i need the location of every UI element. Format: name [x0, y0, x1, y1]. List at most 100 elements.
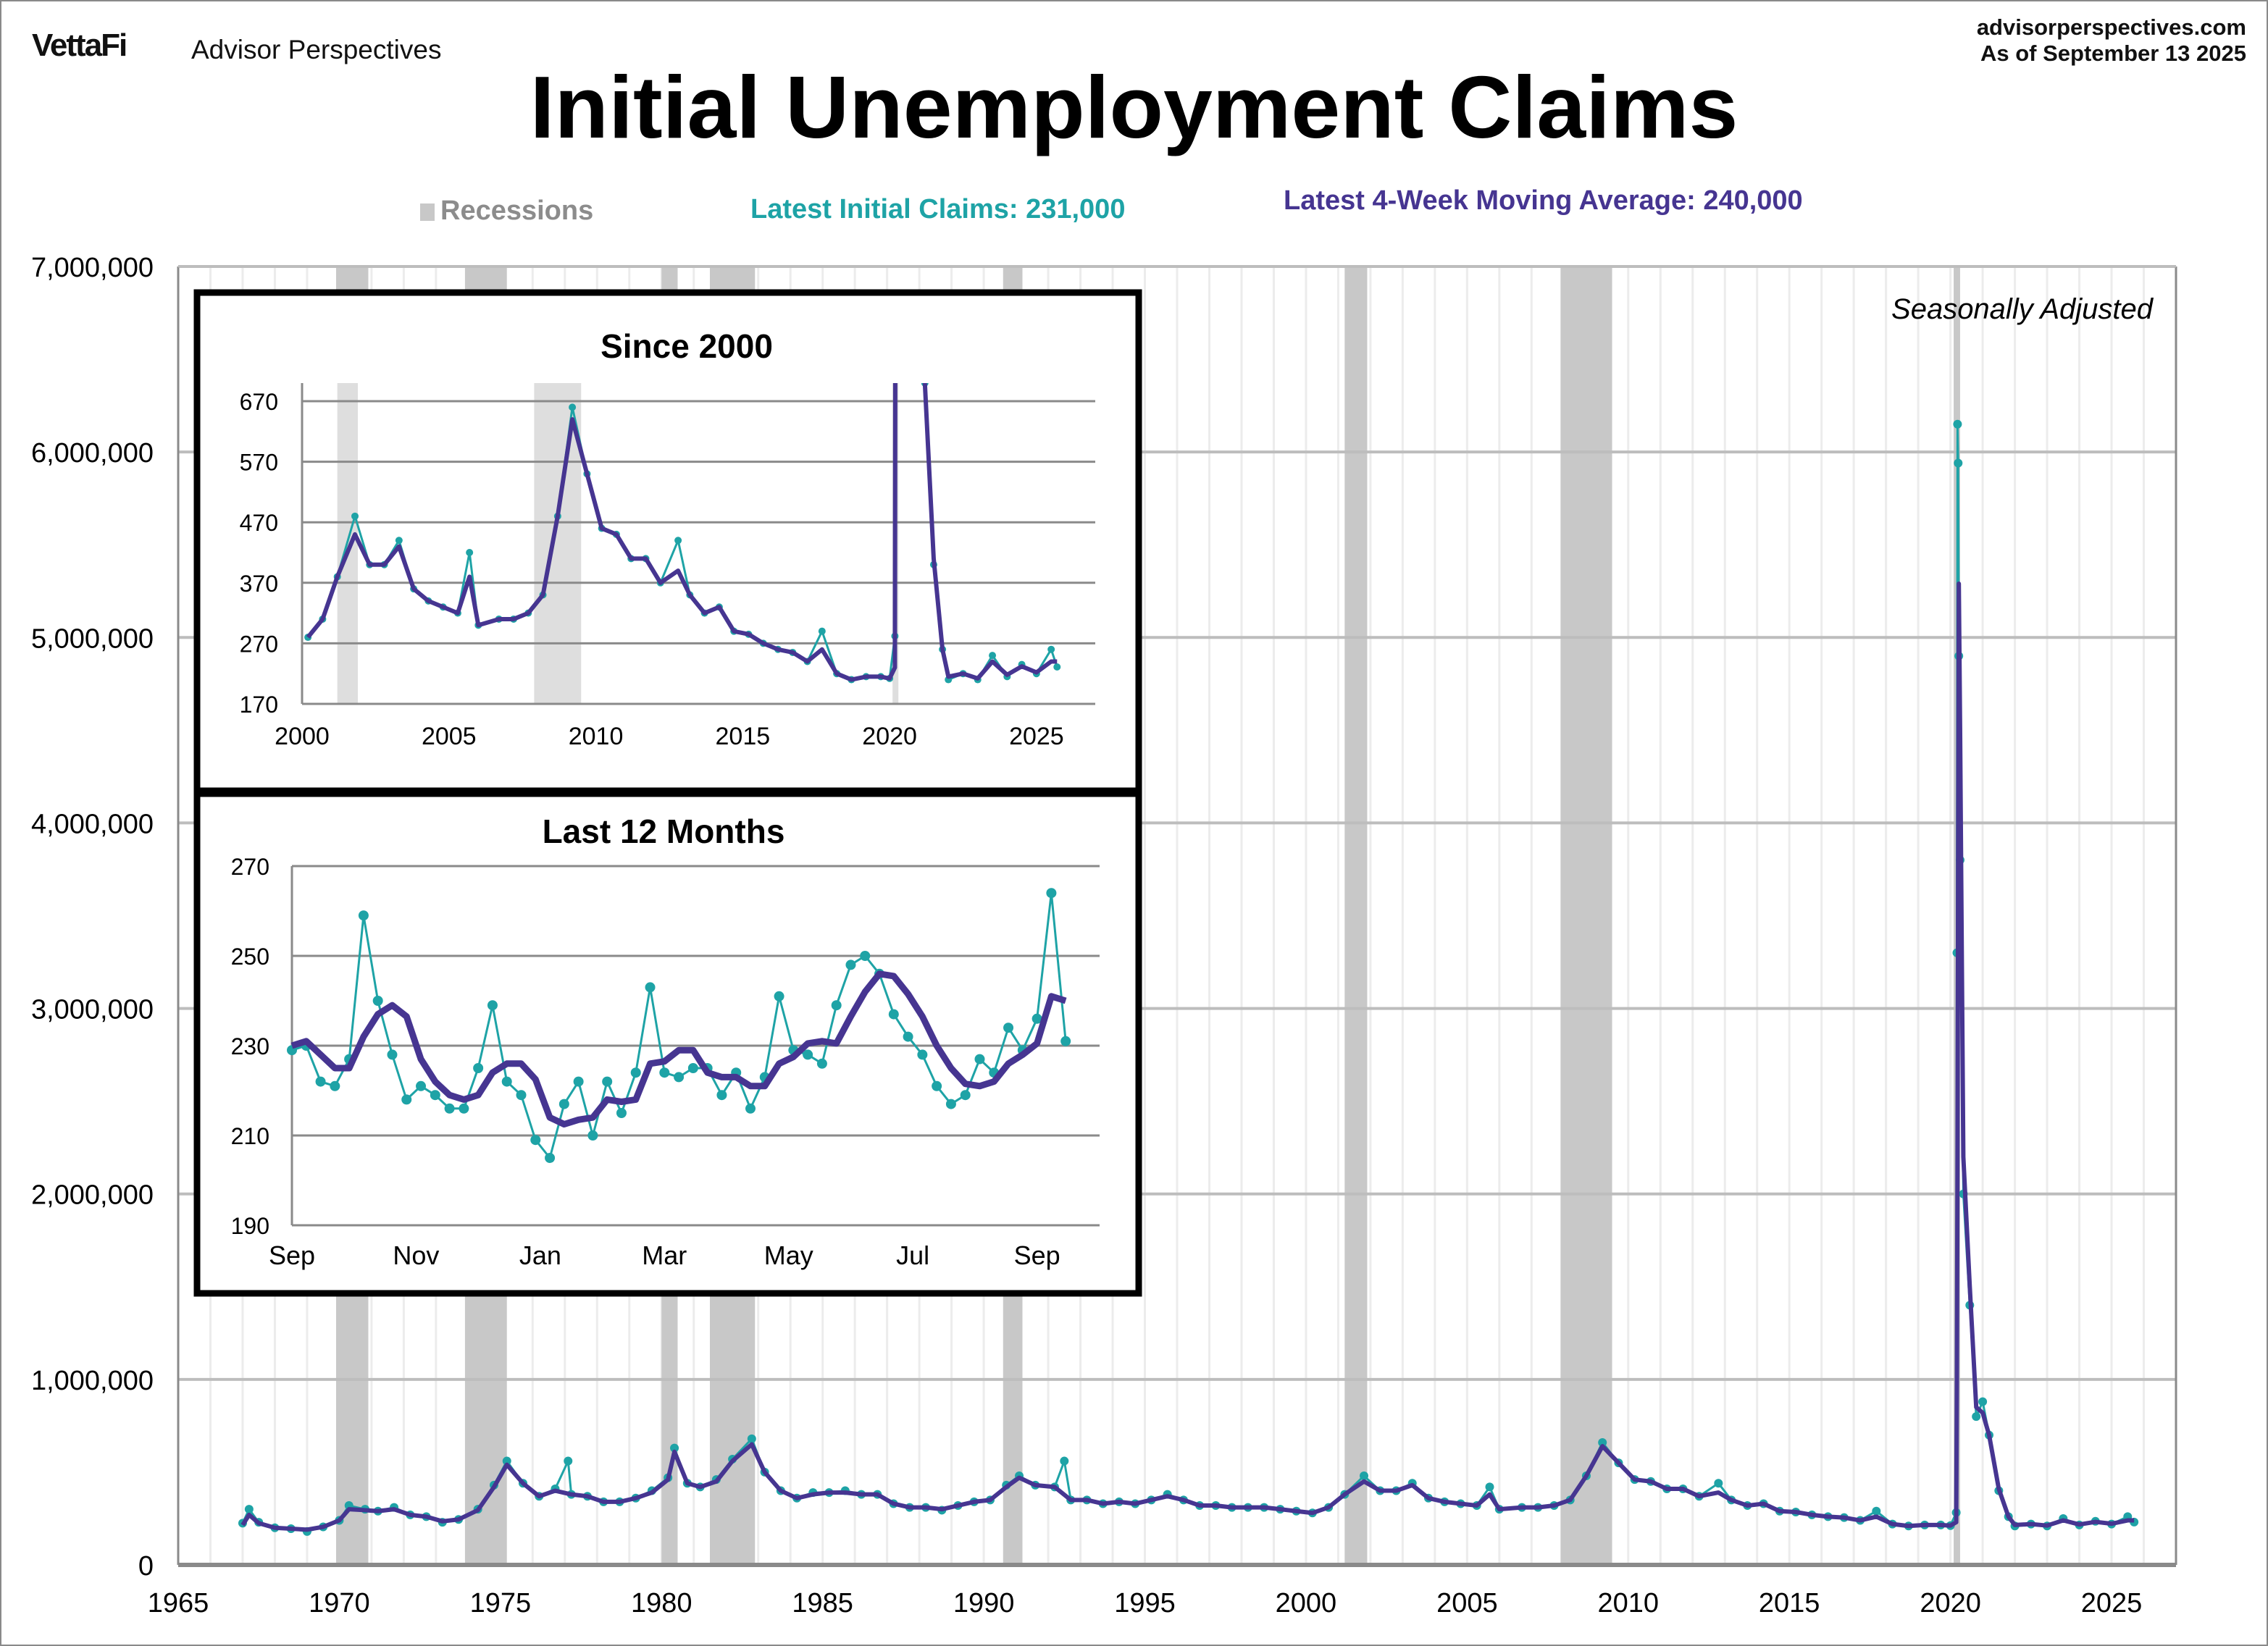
- y-tick-label: 210: [231, 1123, 269, 1149]
- x-tick-label: Sep: [1014, 1240, 1060, 1270]
- x-tick-label: 1965: [148, 1588, 209, 1618]
- x-tick-label: 1995: [1114, 1588, 1176, 1618]
- inset-last-12-months-box: [193, 790, 1142, 1297]
- x-tick-label: Mar: [642, 1240, 687, 1270]
- since-2000-plot: Since 2000 170 270 370 470 570 670 2000 2005 2010…: [240, 327, 1095, 750]
- claims-point: [616, 1108, 627, 1118]
- claims-point: [351, 512, 359, 520]
- claims-point: [416, 1080, 427, 1091]
- claims-point: [1046, 888, 1057, 899]
- x-tick-label: 1985: [792, 1588, 853, 1618]
- x-tick-label: 2000: [275, 723, 330, 750]
- recession-band: [534, 383, 582, 704]
- claims-point: [831, 1000, 842, 1011]
- as-of-date: As of September 13 2025: [1980, 41, 2246, 66]
- claims-point: [1060, 1036, 1071, 1046]
- claims-point: [932, 1080, 942, 1091]
- y-tick-label: 7,000,000: [31, 253, 154, 283]
- claims-point: [745, 1103, 756, 1114]
- claims-point: [401, 1094, 412, 1105]
- y-tick-label: 270: [240, 631, 278, 657]
- claims-point: [473, 1063, 484, 1073]
- claims-point: [358, 910, 369, 921]
- x-tick-label: 1975: [470, 1588, 532, 1618]
- claims-point: [569, 403, 577, 411]
- claims-point: [1714, 1479, 1723, 1488]
- claims-point: [315, 1076, 326, 1087]
- claims-point: [395, 537, 403, 545]
- vettafi-logo: VettaFi: [32, 28, 127, 63]
- y-tick-label: 270: [231, 854, 269, 880]
- x-tick-label: 2015: [1759, 1588, 1820, 1618]
- claims-point: [501, 1076, 512, 1087]
- claims-point: [516, 1090, 527, 1101]
- chart-title: Initial Unemployment Claims: [530, 58, 1738, 156]
- claims-point: [989, 652, 997, 660]
- claims-point: [1954, 458, 1963, 468]
- x-tick-label: 2025: [2081, 1588, 2143, 1618]
- claims-point: [816, 1058, 827, 1069]
- y-tick-label: 470: [240, 510, 278, 536]
- y-tick-label: 4,000,000: [31, 809, 154, 839]
- x-tick-label: 2015: [716, 723, 771, 750]
- claims-point: [1360, 1471, 1369, 1481]
- moving-average-line: [306, 383, 1058, 682]
- moving-average-line: [240, 581, 2135, 1532]
- claims-point: [1060, 1456, 1069, 1466]
- x-tick-label: 2025: [1009, 723, 1064, 750]
- claims-point: [1872, 1506, 1881, 1516]
- claims-point: [372, 996, 383, 1006]
- y-tick-label: 3,000,000: [31, 995, 154, 1025]
- claims-point: [903, 1031, 913, 1042]
- since-2000-series: [304, 383, 1061, 684]
- legend-recessions: Recessions: [420, 196, 593, 227]
- claims-point: [1972, 1412, 1981, 1422]
- claims-point: [803, 1049, 813, 1060]
- claims-point: [459, 1103, 469, 1114]
- legend-latest-claims: Latest Initial Claims: 231,000: [750, 194, 1126, 224]
- x-tick-label: Jan: [519, 1240, 561, 1270]
- recession-band: [1344, 266, 1368, 1565]
- claims-point: [1053, 663, 1061, 671]
- claims-point: [659, 1067, 670, 1078]
- claims-point: [645, 982, 656, 993]
- y-tick-label: 250: [231, 944, 269, 970]
- claims-point: [530, 1135, 541, 1146]
- last-12-months-title: Last 12 Months: [543, 812, 785, 850]
- moving-average-line: [290, 970, 1067, 1128]
- claims-point: [244, 1505, 254, 1514]
- claims-point: [1978, 1397, 1988, 1406]
- claims-point: [818, 627, 826, 635]
- y-tick-label: 230: [231, 1033, 269, 1059]
- claims-point: [974, 1054, 985, 1065]
- claims-point: [330, 1080, 340, 1091]
- claims-point: [545, 1153, 556, 1163]
- claims-point: [1047, 645, 1055, 653]
- legend-latest-ma: Latest 4-Week Moving Average: 240,000: [1284, 185, 1803, 216]
- site-url: advisorperspectives.com: [1976, 14, 2246, 40]
- claims-point: [564, 1456, 573, 1466]
- y-tick-label: 5,000,000: [31, 623, 154, 654]
- since-2000-title: Since 2000: [601, 327, 773, 365]
- x-tick-label: 2020: [862, 723, 917, 750]
- claims-point: [430, 1090, 440, 1101]
- x-tick-label: 2005: [422, 723, 477, 750]
- claims-point: [716, 1090, 727, 1101]
- y-tick-label: 170: [240, 692, 278, 718]
- x-tick-label: 2010: [569, 723, 624, 750]
- claims-point: [573, 1076, 584, 1087]
- seasonally-adjusted-note: Seasonally Adjusted: [1891, 293, 2154, 325]
- claims-point: [487, 1000, 498, 1011]
- claims-point: [747, 1434, 756, 1443]
- y-tick-label: 6,000,000: [31, 438, 154, 469]
- claims-point: [1485, 1482, 1494, 1492]
- claims-point: [860, 951, 871, 961]
- claims-point: [1003, 1023, 1014, 1033]
- inset-since-2000-box: [193, 289, 1142, 794]
- claims-point: [1953, 419, 1962, 429]
- last-12-months-plot: Last 12 Months 190 210 230 250 270 Sep Nov Jan Ma…: [231, 812, 1100, 1270]
- claims-point: [845, 960, 856, 970]
- x-tick-label: 1980: [631, 1588, 692, 1618]
- claims-point: [1598, 1437, 1607, 1447]
